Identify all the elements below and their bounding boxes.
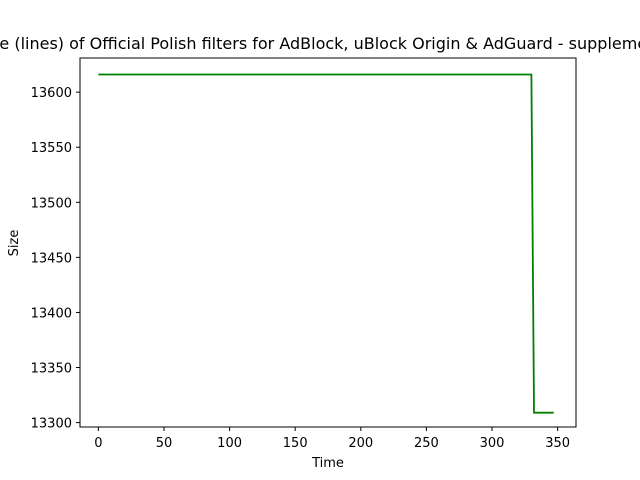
y-axis-ticks: 13300 13350 13400 13450 13500 13550 13600 [31,86,80,432]
series-layer [98,73,554,414]
x-tick-label: 0 [94,436,102,451]
y-tick-label: 13450 [31,251,72,266]
x-tick-label: 350 [545,436,570,451]
axes-layer [79,57,577,428]
x-tick-label: 150 [283,436,308,451]
y-tick-label: 13300 [31,417,72,432]
chart-title: Size (lines) of Official Polish filters … [0,34,640,53]
x-tick-label: 50 [156,436,173,451]
x-axis-label: Time [311,456,344,471]
y-tick-label: 13400 [31,306,72,321]
y-tick-label: 13350 [31,362,72,377]
y-tick-label: 13550 [31,141,72,156]
x-tick-label: 300 [480,436,505,451]
y-tick-label: 13600 [31,86,72,101]
plot-frame [79,57,577,428]
x-axis-ticks: 0 50 100 150 200 250 300 350 [94,427,570,451]
plot-area [80,58,576,427]
y-axis-label: Size [7,230,22,257]
y-tick-label: 13500 [31,196,72,211]
series-line [98,73,554,414]
x-tick-label: 200 [348,436,373,451]
x-tick-label: 250 [414,436,439,451]
x-tick-label: 100 [217,436,242,451]
